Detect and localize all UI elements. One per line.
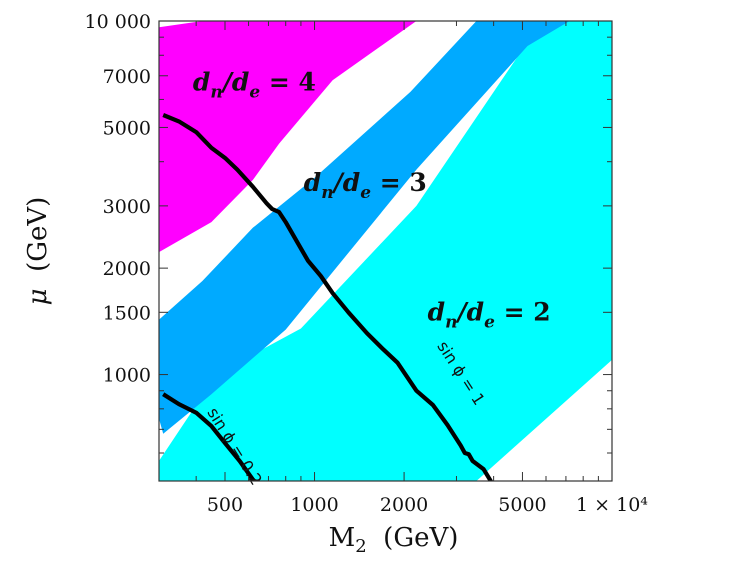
y-tick-label: 10 000 [85, 11, 151, 33]
y-axis-title: μ (GeV) [23, 197, 53, 306]
y-tick-label: 1500 [103, 302, 151, 324]
region-1 [159, 21, 612, 481]
y-tick-label: 5000 [103, 117, 151, 139]
plot-frame [158, 20, 613, 482]
region-3 [159, 21, 417, 253]
x-tick-label: 2000 [380, 494, 428, 516]
region-2 [159, 21, 570, 434]
x-axis-title: M2 (GeV) [329, 523, 459, 557]
region-label-1: dn/de = 2 [428, 298, 551, 333]
y-tick-label: 3000 [103, 196, 151, 218]
y-tick-label: 2000 [103, 258, 151, 280]
region-label-2: dn/de = 3 [304, 168, 427, 203]
x-tick-label: 1000 [290, 494, 338, 516]
contour-curve-2 [162, 392, 258, 481]
y-tick-label: 7000 [103, 66, 151, 88]
contour-curve-1 [162, 113, 494, 481]
x-tick-label: 500 [207, 494, 243, 516]
region-label-3: dn/de = 4 [193, 68, 316, 103]
y-tick-label: 1000 [103, 365, 151, 387]
x-tick-label: 1 × 10⁴ [576, 494, 648, 516]
x-tick-label: 5000 [498, 494, 546, 516]
